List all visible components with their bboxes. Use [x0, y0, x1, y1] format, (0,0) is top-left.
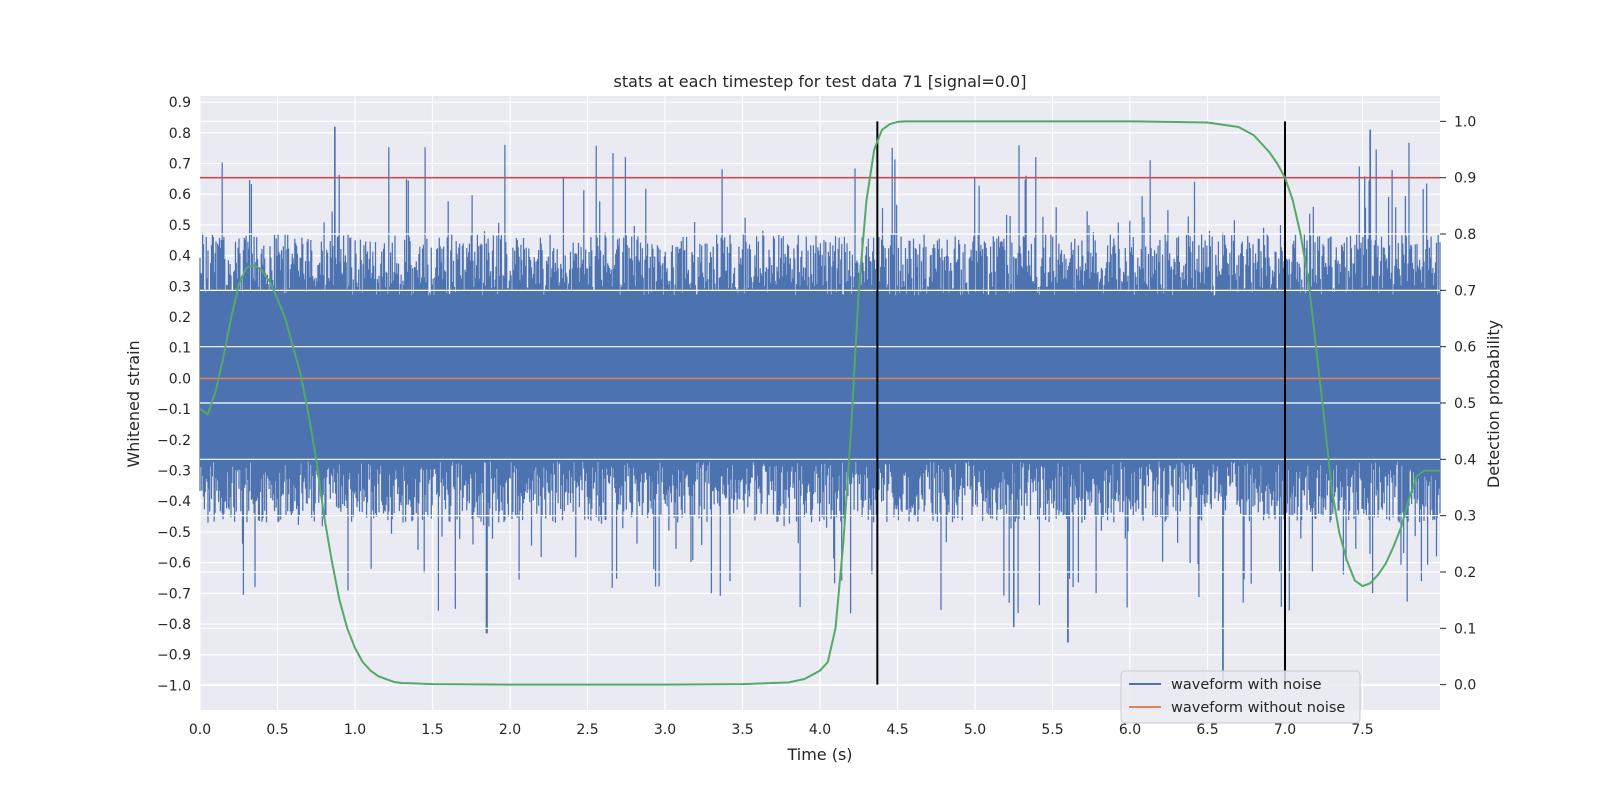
y2-tick-label: 1.0: [1454, 114, 1476, 130]
x-axis-label: Time (s): [786, 745, 852, 764]
y2-tick-label: 0.7: [1454, 283, 1476, 299]
y-tick-label: −0.4: [157, 494, 191, 510]
y-tick-label: 0.4: [169, 249, 191, 265]
y2-axis-label: Detection probability: [1484, 320, 1503, 488]
y-tick-label: −0.5: [157, 525, 191, 541]
y2-tick-label: 0.9: [1454, 171, 1476, 187]
y-tick-label: −0.8: [157, 617, 191, 633]
x-tick-label: 5.5: [1041, 722, 1063, 738]
y-tick-label: −1.0: [157, 678, 191, 694]
x-tick-label: 2.0: [499, 722, 521, 738]
x-tick-label: 6.5: [1196, 722, 1218, 738]
x-tick-label: 0.5: [266, 722, 288, 738]
x-tick-label: 1.0: [344, 722, 366, 738]
y-tick-label: 0.9: [169, 95, 191, 111]
y2-tick-label: 0.1: [1454, 621, 1476, 637]
x-tick-label: 3.5: [731, 722, 753, 738]
series-lines: [199, 120, 1440, 686]
y2-tick-label: 0.5: [1454, 396, 1476, 412]
y-tick-label: 0.6: [169, 187, 191, 203]
x-tick-label: 0.0: [189, 722, 211, 738]
legend-label-waveform-without-noise: waveform without noise: [1171, 700, 1345, 716]
y-tick-label: −0.2: [157, 433, 191, 449]
legend: waveform with noise waveform without noi…: [1120, 670, 1361, 724]
y-tick-label: −0.7: [157, 586, 191, 602]
chart-title: stats at each timestep for test data 71 …: [614, 72, 1027, 91]
y-tick-label: 0.5: [169, 218, 191, 234]
y-tick-label: 0.0: [169, 371, 191, 387]
y-tick-label: −0.1: [157, 402, 191, 418]
y-tick-label: 0.2: [169, 310, 191, 326]
x-tick-label: 1.5: [421, 722, 443, 738]
legend-label-waveform-with-noise: waveform with noise: [1171, 677, 1322, 693]
x-tick-label: 6.0: [1119, 722, 1141, 738]
y-tick-label: −0.9: [157, 648, 191, 664]
detection-probability-line: [199, 120, 1440, 686]
tick-labels: 0.0 0.5 1.0 1.5 2.0 2.5 3.0 3.5 4.0 4.5 5.0 5.5 6.0 6…: [157, 95, 1476, 738]
y-tick-label: 0.7: [169, 157, 191, 173]
y2-tick-label: 0.6: [1454, 340, 1476, 356]
x-tick-label: 7.0: [1274, 722, 1296, 738]
y-axis-label: Whitened strain: [124, 340, 143, 467]
x-tick-label: 5.0: [964, 722, 986, 738]
y2-tick-label: 0.4: [1454, 452, 1476, 468]
x-tick-label: 4.0: [809, 722, 831, 738]
x-tick-label: 4.5: [886, 722, 908, 738]
y2-tick-label: 0.2: [1454, 565, 1476, 581]
x-tick-label: 7.5: [1351, 722, 1373, 738]
y-tick-label: 0.1: [169, 341, 191, 357]
y-tick-label: −0.3: [157, 464, 191, 480]
y-tick-label: −0.6: [157, 556, 191, 572]
x-tick-label: 2.5: [576, 722, 598, 738]
legend-box: [1120, 670, 1361, 724]
x-tick-label: 3.0: [654, 722, 676, 738]
y-tick-label: 0.8: [169, 126, 191, 142]
y-tick-label: 0.3: [169, 279, 191, 295]
y2-tick-label: 0.0: [1454, 678, 1476, 694]
y2-tick-label: 0.3: [1454, 509, 1476, 525]
y2-tick-label: 0.8: [1454, 227, 1476, 243]
